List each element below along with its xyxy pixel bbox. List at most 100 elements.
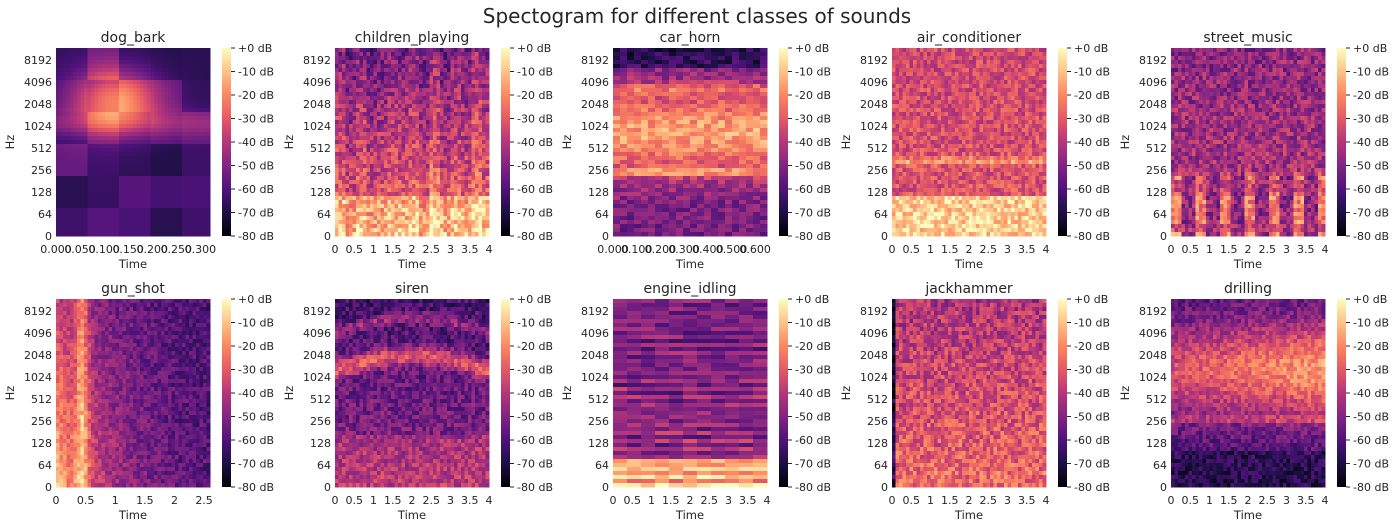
heatmap-cell xyxy=(105,168,109,173)
heatmap-cell xyxy=(666,92,670,97)
heatmap-cell xyxy=(374,68,378,73)
heatmap-cell xyxy=(67,68,71,73)
heatmap-cell xyxy=(105,224,109,229)
heatmap-cell xyxy=(126,128,130,133)
heatmap-cell xyxy=(402,216,406,221)
heatmap-cell xyxy=(179,92,183,97)
heatmap-cell xyxy=(613,112,617,117)
heatmap-cell xyxy=(126,124,130,129)
heatmap-cell xyxy=(182,84,186,89)
heatmap-cell xyxy=(353,160,357,165)
heatmap-cell xyxy=(91,160,95,165)
heatmap-cell xyxy=(391,224,395,229)
heatmap-cell xyxy=(451,180,455,185)
heatmap-cell xyxy=(454,148,458,153)
heatmap-cell xyxy=(56,108,60,113)
heatmap-cell xyxy=(395,76,399,81)
heatmap-cell xyxy=(666,204,670,209)
heatmap-cell xyxy=(77,56,81,61)
heatmap-cell xyxy=(335,80,339,85)
heatmap-cell xyxy=(140,104,144,109)
heatmap-cell xyxy=(454,112,458,117)
heatmap-cell xyxy=(60,164,64,169)
heatmap-cell xyxy=(123,132,127,137)
heatmap-cell xyxy=(56,92,60,97)
heatmap-cell xyxy=(430,60,434,65)
heatmap-cell xyxy=(130,120,134,125)
heatmap-cell xyxy=(447,152,451,157)
heatmap-cell xyxy=(60,184,64,189)
heatmap-cell xyxy=(472,128,476,133)
heatmap-cell xyxy=(662,128,666,133)
heatmap-cell xyxy=(335,188,339,193)
heatmap-cell xyxy=(165,128,169,133)
heatmap-cell xyxy=(349,188,353,193)
heatmap-cell xyxy=(391,132,395,137)
heatmap-cell xyxy=(659,188,663,193)
heatmap-cell xyxy=(444,176,448,181)
heatmap-cell xyxy=(193,124,197,129)
heatmap-cell xyxy=(444,196,448,201)
heatmap-cell xyxy=(465,212,469,217)
heatmap-cell xyxy=(641,140,645,145)
heatmap-cell xyxy=(193,208,197,213)
heatmap-cell xyxy=(662,72,666,77)
heatmap-cell xyxy=(130,84,134,89)
heatmap-cell xyxy=(168,68,172,73)
heatmap-cell xyxy=(426,120,430,125)
heatmap-cell xyxy=(444,52,448,57)
heatmap-cell xyxy=(648,156,652,161)
heatmap-cell xyxy=(638,220,642,225)
heatmap-cell xyxy=(402,152,406,157)
heatmap-cell xyxy=(655,120,659,125)
heatmap-cell xyxy=(193,164,197,169)
heatmap-cell xyxy=(627,88,631,93)
heatmap-cell xyxy=(447,208,451,213)
heatmap-cell xyxy=(165,52,169,57)
heatmap-cell xyxy=(388,48,392,53)
heatmap-cell xyxy=(655,88,659,93)
heatmap-cell xyxy=(381,156,385,161)
heatmap-cell xyxy=(645,128,649,133)
heatmap-cell xyxy=(109,112,113,117)
heatmap-cell xyxy=(638,132,642,137)
heatmap-cell xyxy=(430,76,434,81)
heatmap-cell xyxy=(102,92,106,97)
heatmap-cell xyxy=(447,132,451,137)
heatmap-cell xyxy=(645,48,649,53)
heatmap-cell xyxy=(207,144,211,149)
heatmap-cell xyxy=(423,148,427,153)
heatmap-cell xyxy=(472,104,476,109)
heatmap-cell xyxy=(620,144,624,149)
heatmap-cell xyxy=(60,200,64,205)
heatmap-cell xyxy=(652,216,656,221)
heatmap-cell xyxy=(624,224,628,229)
heatmap-cell xyxy=(666,168,670,173)
heatmap-cell xyxy=(74,60,78,65)
heatmap-cell xyxy=(91,132,95,137)
heatmap-cell xyxy=(116,152,120,157)
heatmap-cell xyxy=(91,140,95,145)
heatmap-cell xyxy=(130,200,134,205)
heatmap-cell xyxy=(196,120,200,125)
heatmap-cell xyxy=(377,188,381,193)
heatmap-cell xyxy=(339,80,343,85)
heatmap-cell xyxy=(624,148,628,153)
heatmap-cell xyxy=(669,108,673,113)
heatmap-cell xyxy=(67,84,71,89)
heatmap-cell xyxy=(189,68,193,73)
heatmap-cell xyxy=(144,92,148,97)
heatmap-cell xyxy=(353,88,357,93)
heatmap-cell xyxy=(158,148,162,153)
heatmap-cell xyxy=(638,164,642,169)
heatmap-cell xyxy=(465,164,469,169)
heatmap-cell xyxy=(634,108,638,113)
heatmap-cell xyxy=(430,180,434,185)
heatmap-cell xyxy=(81,60,85,65)
heatmap-cell xyxy=(158,116,162,121)
heatmap-cell xyxy=(388,200,392,205)
heatmap-cell xyxy=(398,124,402,129)
heatmap-cell xyxy=(165,132,169,137)
heatmap-cell xyxy=(451,168,455,173)
heatmap-cell xyxy=(648,72,652,77)
